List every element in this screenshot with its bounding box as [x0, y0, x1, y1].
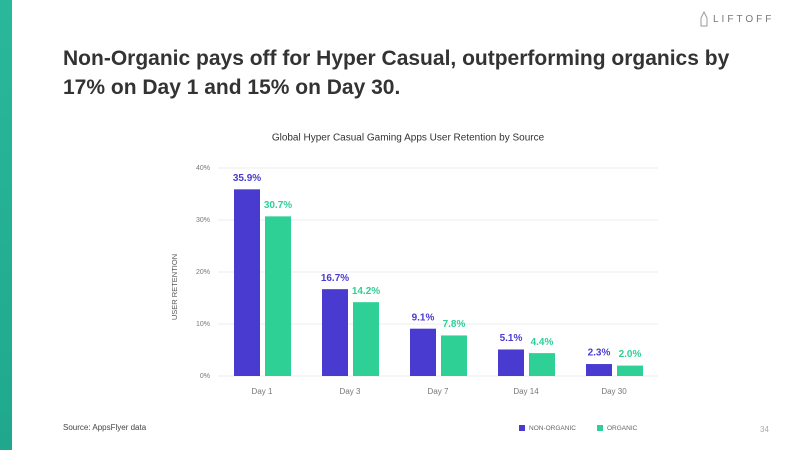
legend-swatch — [597, 425, 603, 431]
bar — [529, 353, 555, 376]
bar — [441, 335, 467, 376]
value-label: 2.3% — [588, 348, 611, 359]
legend-label: NON-ORGANIC — [529, 425, 576, 432]
bar — [353, 302, 379, 376]
bar — [586, 364, 612, 376]
bar — [265, 216, 291, 376]
y-axis-label: USER RETENTION — [170, 254, 179, 320]
chart-title: Global Hyper Casual Gaming Apps User Ret… — [272, 133, 545, 144]
x-tick-label: Day 3 — [340, 387, 361, 396]
value-label: 35.9% — [233, 173, 261, 184]
bar — [617, 365, 643, 376]
rocket-icon — [700, 10, 708, 27]
x-tick-label: Day 14 — [513, 387, 539, 396]
y-tick-label: 40% — [196, 165, 210, 172]
y-tick-label: 10% — [196, 321, 210, 328]
source-note: Source: AppsFlyer data — [63, 423, 147, 432]
value-label: 30.7% — [264, 200, 292, 211]
value-label: 4.4% — [531, 337, 554, 348]
legend-label: ORGANIC — [607, 425, 638, 432]
page-number: 34 — [760, 425, 769, 434]
accent-strip — [0, 0, 12, 450]
value-label: 7.8% — [443, 319, 466, 330]
value-label: 9.1% — [412, 312, 435, 323]
y-tick-label: 20% — [196, 269, 210, 276]
legend-swatch — [519, 425, 525, 431]
value-label: 14.2% — [352, 286, 380, 297]
bar — [498, 349, 524, 376]
value-label: 5.1% — [500, 333, 523, 344]
y-tick-label: 0% — [200, 373, 210, 380]
bar — [234, 189, 260, 376]
value-label: 16.7% — [321, 273, 349, 284]
y-tick-label: 30% — [196, 217, 210, 224]
value-label: 2.0% — [619, 349, 642, 360]
brand-logo: LIFTOFF — [713, 14, 775, 25]
headline: Non-Organic pays off for Hyper Casual, o… — [63, 47, 730, 99]
x-tick-label: Day 7 — [428, 387, 449, 396]
bar — [322, 289, 348, 376]
bar — [410, 328, 436, 376]
x-tick-label: Day 30 — [601, 387, 627, 396]
x-tick-label: Day 1 — [252, 387, 273, 396]
